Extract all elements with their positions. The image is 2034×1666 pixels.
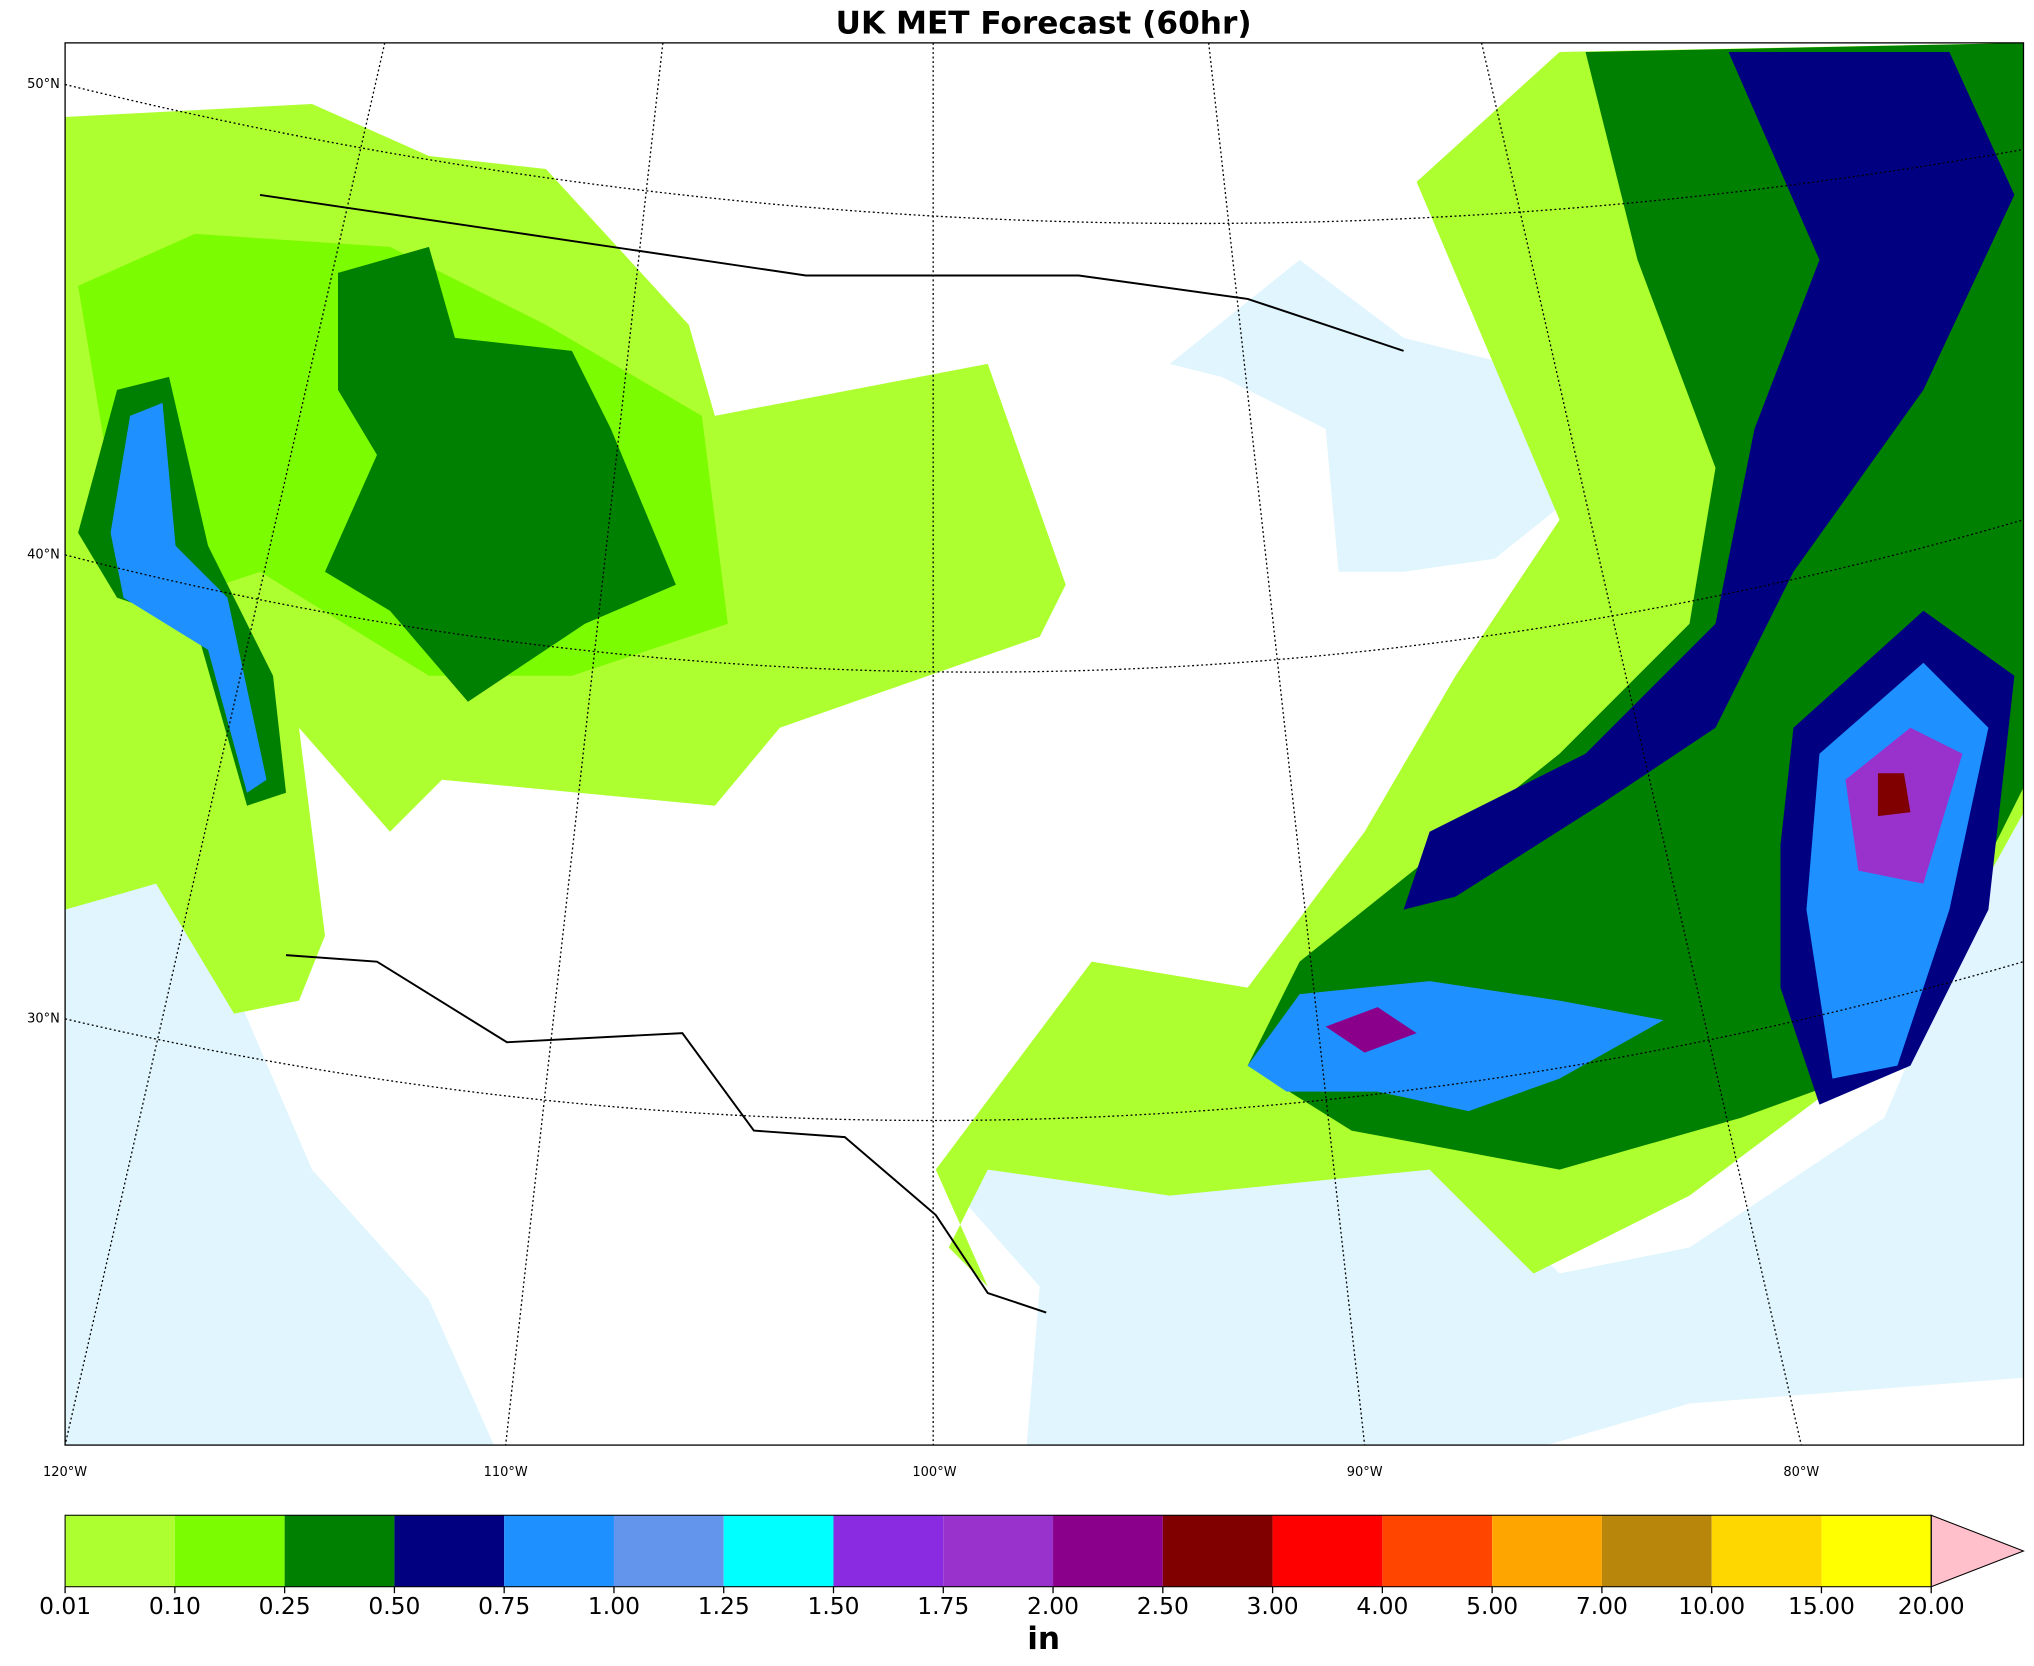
precip-sierra-2: [110, 402, 267, 793]
colorbar-tick-label: 5.00: [1466, 1592, 1518, 1620]
colorbar-tick-label: 1.25: [698, 1592, 750, 1620]
lon-labels: 120°W 110°W 100°W 90°W 80°W: [43, 1465, 1819, 1480]
lon-label: 120°W: [43, 1465, 87, 1480]
colorbar-segment: [284, 1515, 395, 1587]
colorbar-tick-label: 4.00: [1356, 1592, 1408, 1620]
graticule: [64, 42, 2024, 1446]
colorbar-tick-label: 1.00: [588, 1592, 640, 1620]
precip-gulf-coast-2: [1325, 1007, 1417, 1053]
colorbar-tick-label: 2.00: [1027, 1592, 1079, 1620]
map-frame: [64, 42, 2025, 1446]
colorbar: 0.01 0.10 0.25 0.50 0.75 1.00 1.25 1.50 1.75 2.00…: [39, 1514, 2025, 1620]
colorbar-segment: [1492, 1515, 1602, 1587]
colorbar-segment: [1821, 1515, 1932, 1587]
lon-label: 80°W: [1783, 1465, 1819, 1480]
colorbar-tick-label: 0.01: [39, 1592, 91, 1620]
colorbar-frame: [64, 1514, 1932, 1588]
colorbar-segment: [613, 1515, 724, 1587]
colorbar-unit: in: [1027, 1621, 1060, 1657]
colorbar-segment: [65, 1515, 175, 1587]
colorbar-tick-label: 0.25: [259, 1592, 311, 1620]
lon-label: 90°W: [1347, 1465, 1383, 1480]
lat-label: 40°N: [27, 547, 60, 562]
colorbar-segment: [1711, 1515, 1822, 1587]
colorbar-extend: [1930, 1514, 2025, 1588]
colorbar-tick-label: 20.00: [1898, 1592, 1965, 1620]
colorbar-segment: [1601, 1515, 1712, 1587]
lat-label: 50°N: [27, 77, 60, 92]
lat-labels: 50°N 40°N 30°N: [27, 77, 60, 1026]
map: [64, 42, 2025, 1446]
colorbar-tick-label: 1.50: [807, 1592, 859, 1620]
colorbar-segment: [1382, 1515, 1493, 1587]
colorbar-segment: [943, 1515, 1054, 1587]
colorbar-tick-label: 2.50: [1137, 1592, 1189, 1620]
colorbar-segment: [1272, 1515, 1383, 1587]
colorbar-segment: [394, 1515, 505, 1587]
colorbar-tick-label: 1.75: [917, 1592, 969, 1620]
borders: [259, 193, 1404, 1314]
precip-east-3: [1403, 51, 2015, 910]
ocean-gulf: [935, 788, 2024, 1446]
colorbar-segment: [1162, 1515, 1273, 1587]
lat-label: 30°N: [27, 1011, 60, 1026]
lon-label: 100°W: [912, 1465, 956, 1480]
lon-label: 110°W: [484, 1465, 528, 1480]
colorbar-tick-label: 10.00: [1678, 1592, 1745, 1620]
colorbar-tick-label: 15.00: [1788, 1592, 1855, 1620]
colorbar-tick-label: 0.75: [478, 1592, 530, 1620]
colorbar-tick-label: 7.00: [1576, 1592, 1628, 1620]
precip-atlantic-4: [1877, 773, 1911, 817]
title: UK MET Forecast (60hr): [836, 6, 1252, 42]
colorbar-segment: [723, 1515, 834, 1587]
colorbar-tick-label: 0.10: [149, 1592, 201, 1620]
colorbar-segment: [504, 1515, 614, 1587]
precip-rockies: [324, 246, 676, 702]
colorbar-tick-label: 0.50: [368, 1592, 420, 1620]
great-lakes: [1169, 259, 1560, 572]
colorbar-segment: [833, 1515, 944, 1587]
colorbar-segment: [174, 1515, 285, 1587]
colorbar-tick-label: 3.00: [1247, 1592, 1299, 1620]
colorbar-segment: [1053, 1515, 1163, 1587]
